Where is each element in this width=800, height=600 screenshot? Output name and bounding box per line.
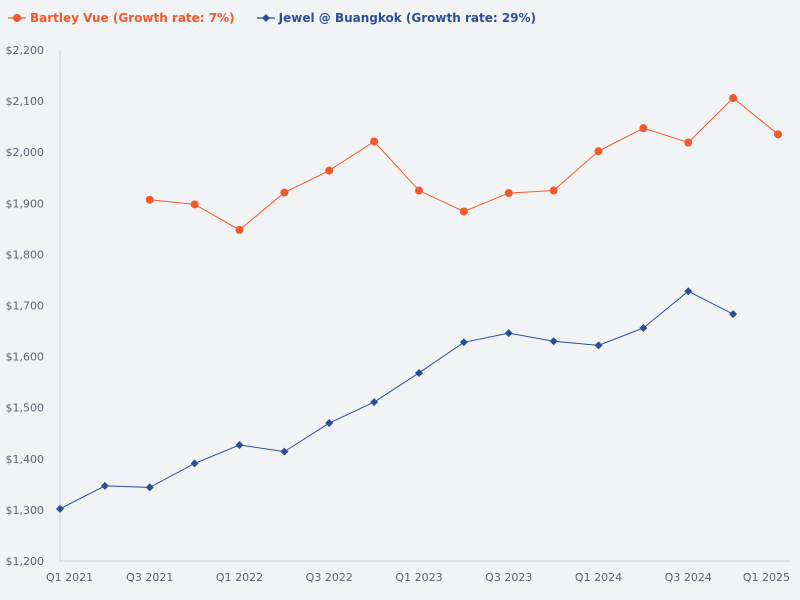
data-point-1 (325, 419, 334, 428)
data-point-0 (415, 186, 423, 195)
data-point-0 (639, 124, 648, 133)
data-point-1 (190, 459, 199, 468)
y-tick-label: $2,000 (6, 146, 45, 159)
data-point-1 (459, 338, 468, 347)
y-tick-label: $2,100 (6, 95, 45, 108)
series-line-1 (59, 290, 734, 510)
data-point-0 (504, 189, 513, 198)
data-point-1 (729, 310, 738, 319)
data-point-1 (639, 323, 648, 332)
x-tick-label: Q1 2021 (46, 571, 93, 584)
data-point-1 (145, 483, 154, 492)
legend-item-bartley-vue[interactable]: Bartley Vue (Growth rate: 7%) (8, 11, 235, 25)
data-point-1 (549, 337, 558, 346)
y-tick-label: $1,600 (6, 351, 45, 364)
data-point-1 (56, 504, 64, 513)
legend-label-bartley-vue: Bartley Vue (Growth rate: 7%) (30, 11, 235, 25)
x-tick-label: Q3 2022 (306, 571, 353, 584)
y-tick-label: $1,800 (6, 248, 45, 261)
x-tick-label: Q1 2024 (575, 571, 622, 584)
x-tick-label: Q3 2024 (665, 571, 712, 584)
x-tick-label: Q1 2022 (216, 571, 263, 584)
data-point-0 (190, 200, 199, 209)
y-tick-label: $1,400 (6, 453, 45, 466)
data-point-0 (774, 130, 782, 139)
data-point-1 (280, 447, 289, 456)
data-point-0 (370, 137, 379, 146)
data-point-1 (235, 441, 244, 450)
data-point-1 (100, 481, 109, 490)
data-point-0 (235, 225, 244, 234)
data-point-0 (594, 147, 603, 156)
x-tick-label: Q1 2023 (395, 571, 442, 584)
y-tick-label: $1,300 (6, 504, 45, 517)
legend-marker-circle-icon (8, 14, 26, 22)
data-point-1 (594, 341, 603, 350)
y-tick-label: $1,700 (6, 300, 45, 313)
y-tick-label: $1,500 (6, 402, 45, 415)
x-tick-label: Q1 2025 (743, 571, 790, 584)
data-point-0 (145, 195, 154, 204)
data-point-1 (504, 329, 513, 338)
y-tick-label: $2,200 (6, 44, 45, 57)
y-tick-label: $1,200 (6, 555, 45, 568)
data-point-0 (280, 188, 289, 197)
data-point-0 (325, 166, 334, 175)
data-point-1 (415, 368, 423, 377)
data-point-0 (549, 186, 558, 195)
x-tick-label: Q3 2021 (126, 571, 173, 584)
data-point-1 (370, 398, 379, 407)
x-tick-label: Q3 2023 (485, 571, 532, 584)
data-point-0 (459, 207, 468, 216)
data-point-0 (729, 94, 738, 103)
y-tick-label: $1,900 (6, 197, 45, 210)
legend-item-jewel-buangkok[interactable]: Jewel @ Buangkok (Growth rate: 29%) (256, 11, 537, 25)
data-point-1 (684, 287, 693, 296)
data-point-0 (684, 138, 693, 147)
legend: Bartley Vue (Growth rate: 7%) Jewel @ Bu… (8, 9, 558, 27)
legend-label-jewel-buangkok: Jewel @ Buangkok (Growth rate: 29%) (278, 11, 537, 25)
legend-marker-diamond-icon (256, 14, 275, 22)
